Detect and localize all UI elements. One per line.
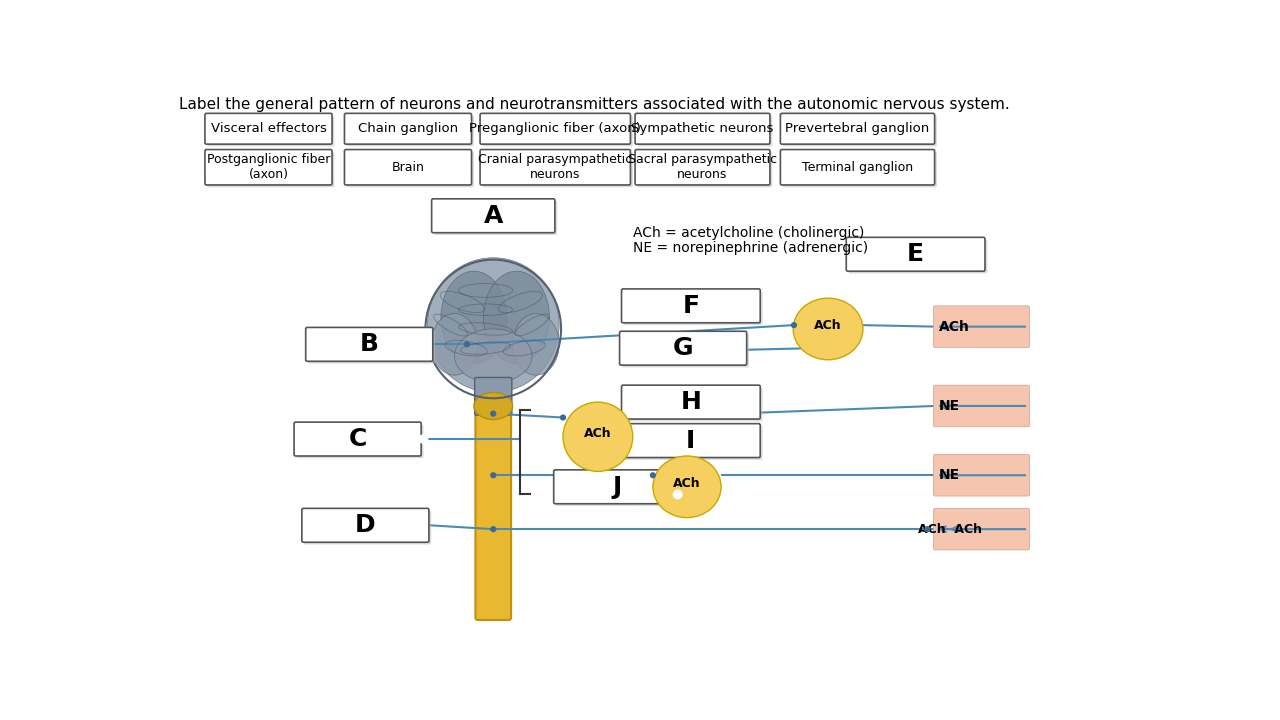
FancyBboxPatch shape — [933, 454, 1029, 496]
Text: B: B — [360, 333, 379, 356]
Circle shape — [650, 472, 657, 478]
FancyBboxPatch shape — [849, 240, 987, 274]
FancyBboxPatch shape — [347, 116, 474, 146]
Text: ACh: ACh — [814, 320, 842, 333]
Text: ACh: ACh — [938, 320, 970, 333]
FancyBboxPatch shape — [622, 289, 760, 323]
FancyBboxPatch shape — [637, 152, 772, 187]
FancyBboxPatch shape — [207, 152, 334, 187]
FancyBboxPatch shape — [933, 385, 1029, 427]
Circle shape — [791, 322, 797, 328]
Circle shape — [463, 341, 470, 348]
FancyBboxPatch shape — [622, 385, 760, 419]
Text: NE: NE — [938, 399, 960, 413]
FancyBboxPatch shape — [431, 199, 554, 233]
FancyBboxPatch shape — [434, 201, 557, 235]
FancyBboxPatch shape — [207, 116, 334, 146]
FancyBboxPatch shape — [554, 470, 681, 504]
Text: Terminal ganglion: Terminal ganglion — [803, 161, 913, 174]
Text: D: D — [355, 513, 376, 537]
Text: J: J — [613, 474, 622, 499]
FancyBboxPatch shape — [623, 291, 763, 325]
Circle shape — [635, 433, 643, 441]
FancyBboxPatch shape — [306, 328, 433, 361]
Text: Preganglionic fiber (axon): Preganglionic fiber (axon) — [470, 122, 641, 135]
Text: F: F — [682, 294, 699, 318]
Circle shape — [559, 415, 566, 420]
Ellipse shape — [653, 456, 721, 518]
Text: C: C — [348, 427, 367, 451]
Text: G: G — [673, 336, 694, 360]
FancyBboxPatch shape — [846, 238, 986, 271]
Text: I: I — [686, 428, 695, 453]
Text: Chain ganglion: Chain ganglion — [358, 122, 458, 135]
Ellipse shape — [440, 271, 507, 364]
Text: ACh: ACh — [584, 427, 612, 440]
FancyBboxPatch shape — [297, 424, 424, 459]
FancyBboxPatch shape — [637, 116, 772, 146]
Text: ACh: ACh — [673, 477, 701, 490]
Text: Postganglionic fiber
(axon): Postganglionic fiber (axon) — [207, 153, 330, 181]
FancyBboxPatch shape — [347, 152, 474, 187]
Ellipse shape — [563, 402, 632, 472]
Text: Label the general pattern of neurons and neurotransmitters associated with the a: Label the general pattern of neurons and… — [179, 97, 1010, 112]
Text: Cranial parasympathetic
neurons: Cranial parasympathetic neurons — [479, 153, 632, 181]
FancyBboxPatch shape — [623, 387, 763, 421]
Circle shape — [673, 490, 681, 498]
Text: ACh  ACh: ACh ACh — [919, 523, 983, 536]
Circle shape — [490, 410, 497, 417]
Ellipse shape — [431, 313, 477, 375]
FancyBboxPatch shape — [635, 113, 771, 144]
Text: Sacral parasympathetic
neurons: Sacral parasympathetic neurons — [628, 153, 777, 181]
Ellipse shape — [794, 298, 863, 360]
FancyBboxPatch shape — [556, 472, 684, 506]
Text: Visceral effectors: Visceral effectors — [211, 122, 326, 135]
Text: NE: NE — [938, 468, 960, 482]
FancyBboxPatch shape — [620, 331, 746, 365]
Ellipse shape — [484, 271, 549, 364]
FancyBboxPatch shape — [205, 150, 332, 185]
FancyBboxPatch shape — [781, 113, 934, 144]
FancyBboxPatch shape — [344, 150, 471, 185]
Circle shape — [924, 526, 931, 532]
FancyBboxPatch shape — [782, 152, 937, 187]
FancyBboxPatch shape — [933, 306, 1029, 348]
Ellipse shape — [428, 258, 559, 392]
FancyBboxPatch shape — [308, 330, 435, 364]
FancyBboxPatch shape — [302, 508, 429, 542]
FancyBboxPatch shape — [622, 333, 749, 367]
FancyBboxPatch shape — [475, 392, 511, 620]
FancyBboxPatch shape — [781, 150, 934, 185]
Ellipse shape — [454, 329, 532, 383]
FancyBboxPatch shape — [782, 116, 937, 146]
FancyBboxPatch shape — [344, 113, 471, 144]
FancyBboxPatch shape — [480, 113, 631, 144]
Text: NE = norepinephrine (adrenergic): NE = norepinephrine (adrenergic) — [632, 241, 868, 255]
Ellipse shape — [512, 313, 559, 375]
Circle shape — [490, 472, 497, 478]
FancyBboxPatch shape — [294, 422, 421, 456]
Ellipse shape — [474, 392, 512, 420]
FancyBboxPatch shape — [205, 113, 332, 144]
FancyBboxPatch shape — [480, 150, 631, 185]
FancyBboxPatch shape — [635, 150, 771, 185]
Text: H: H — [681, 390, 701, 414]
FancyBboxPatch shape — [475, 377, 512, 415]
Text: Sympathetic neurons: Sympathetic neurons — [631, 122, 773, 135]
Circle shape — [490, 526, 497, 532]
Circle shape — [420, 435, 428, 443]
Text: Brain: Brain — [392, 161, 425, 174]
Text: Prevertebral ganglion: Prevertebral ganglion — [786, 122, 929, 135]
FancyBboxPatch shape — [483, 116, 632, 146]
FancyBboxPatch shape — [622, 423, 760, 457]
FancyBboxPatch shape — [305, 510, 431, 544]
Text: E: E — [908, 242, 924, 266]
FancyBboxPatch shape — [483, 152, 632, 187]
FancyBboxPatch shape — [623, 426, 763, 460]
Text: ACh = acetylcholine (cholinergic): ACh = acetylcholine (cholinergic) — [632, 225, 864, 240]
Text: A: A — [484, 204, 503, 228]
FancyBboxPatch shape — [933, 508, 1029, 550]
